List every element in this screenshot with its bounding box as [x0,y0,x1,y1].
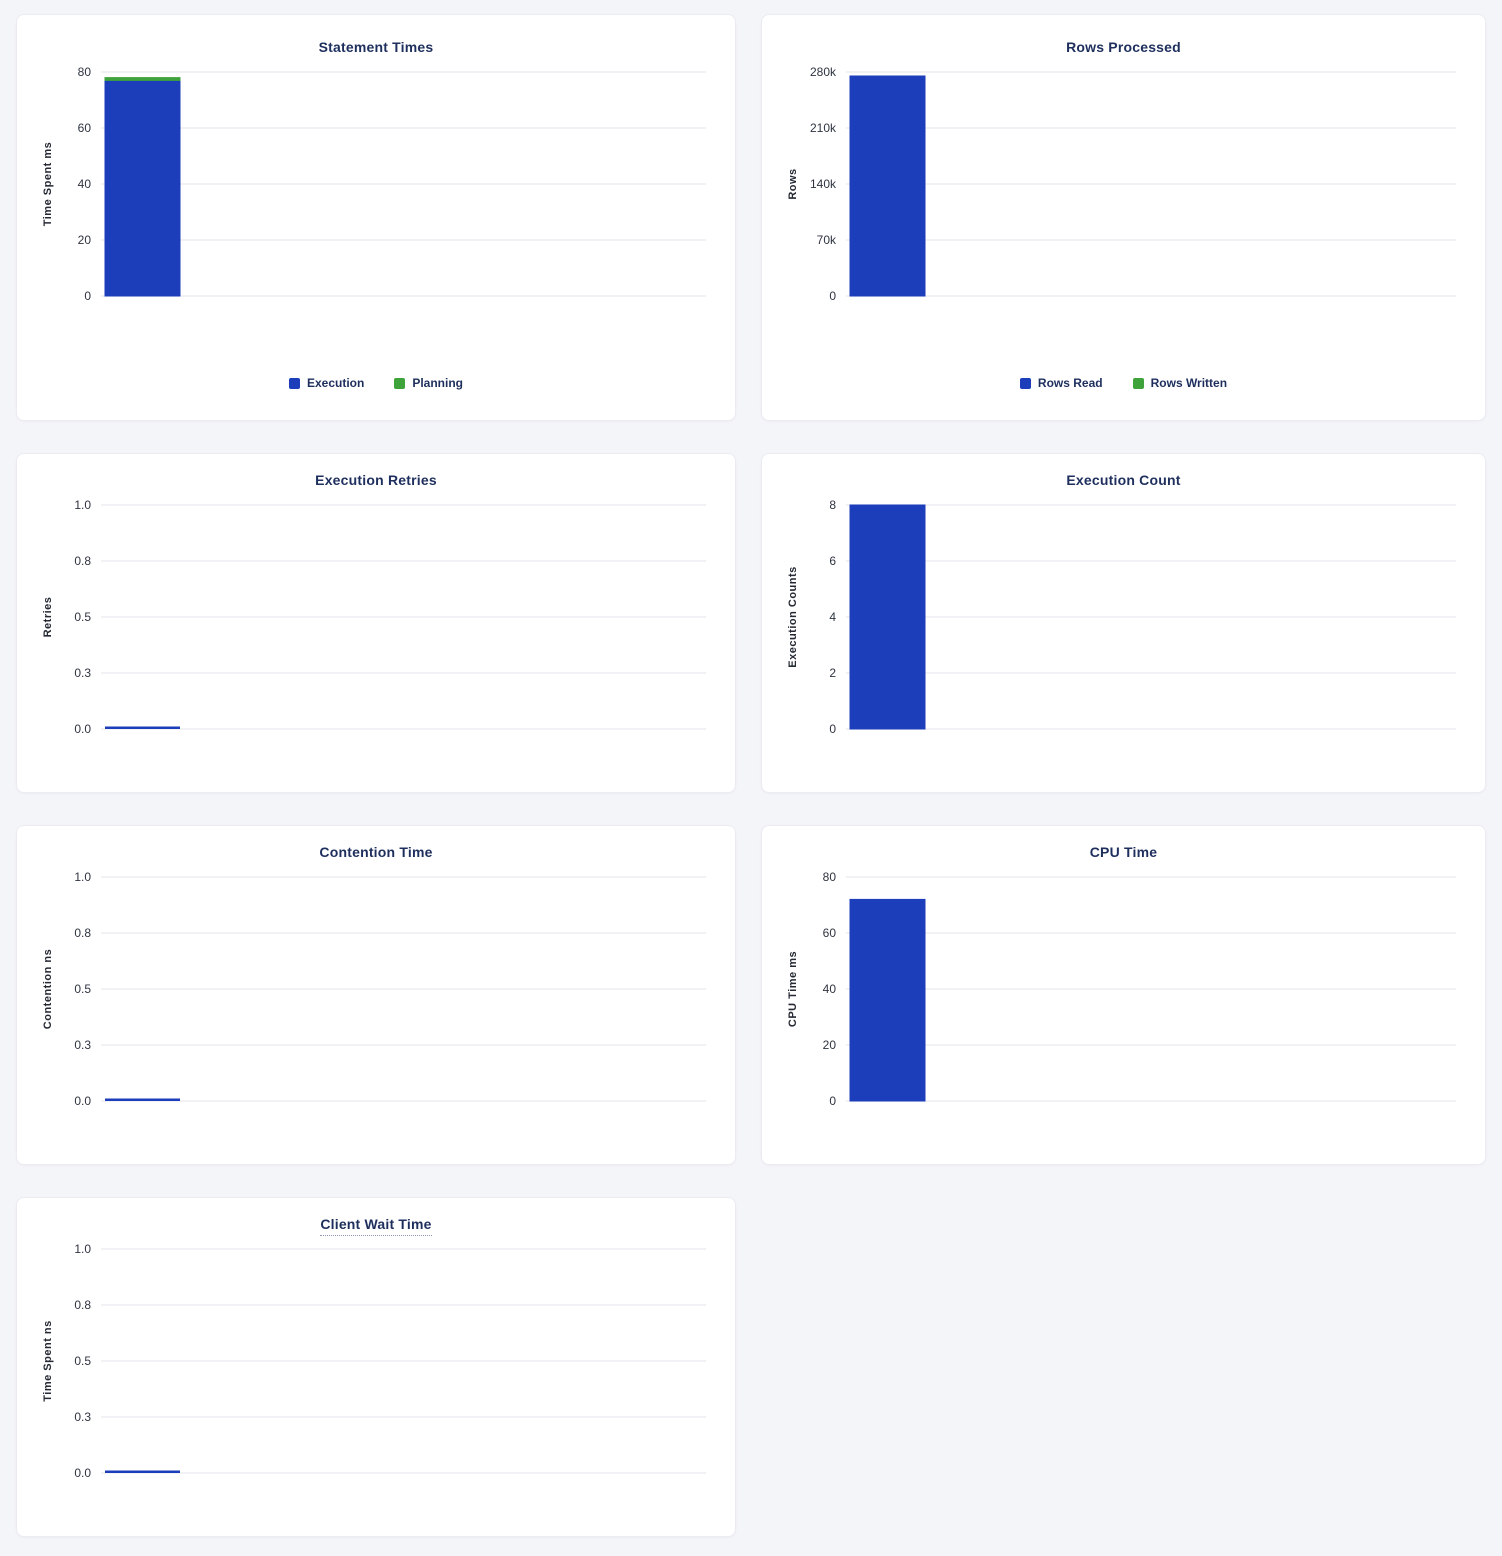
chart-title-text: CPU Time [1089,844,1158,860]
y-axis-tick: 6 [829,554,836,568]
chart-title-rows-processed: Rows Processed [762,39,1485,55]
legend-item-execution: Execution [288,376,365,390]
chart-panel-execution-count: Execution Count 0 2 4 6 8 Execution Counts [761,453,1486,793]
legend-swatch-icon [1019,377,1031,389]
y-axis-tick: 0 [829,1094,836,1108]
y-axis-label: Execution Counts [787,566,799,668]
bar-planning[interactable] [104,77,181,81]
chart-title-text[interactable]: Client Wait Time [320,1216,432,1236]
chart-panel-rows-processed: Rows Processed 0 70k 140k 210k 280k Rows Rows… [761,14,1486,421]
bar-contention-zero[interactable] [105,1098,180,1102]
chart-panel-client-wait-time: Client Wait Time 0.0 0.3 0.5 0.8 1.0 Time Spe… [16,1197,736,1537]
bar-client-wait-zero[interactable] [105,1470,180,1474]
chart-title-text: Execution Retries [315,472,437,488]
y-axis-tick: 80 [78,65,92,79]
y-axis-tick: 140k [810,177,837,191]
legend-swatch-icon [288,377,300,389]
y-axis-tick: 2 [829,666,836,680]
y-axis-tick: 0.3 [74,1410,91,1424]
y-axis-tick: 0.5 [74,1354,91,1368]
y-axis-tick: 0 [84,289,91,303]
y-axis-tick: 60 [78,121,92,135]
y-axis-tick: 0.3 [74,666,91,680]
legend-label: Planning [412,376,464,390]
y-axis-tick: 4 [829,610,836,624]
chart-panel-cpu-time: CPU Time 0 20 40 60 80 CPU Time ms [761,825,1486,1165]
y-axis-tick: 60 [823,926,837,940]
y-axis-label: Time Spent ns [42,1320,54,1401]
y-axis-tick: 40 [78,177,92,191]
chart-title-statement-times: Statement Times [17,39,735,55]
y-axis-tick: 40 [823,982,837,996]
chart-title-text: Contention Time [319,844,433,860]
y-axis-tick: 80 [823,870,837,884]
y-axis-tick: 0.0 [74,722,91,736]
chart-title-contention-time: Contention Time [17,844,735,860]
chart-panel-execution-retries: Execution Retries 0.0 0.3 0.5 0.8 1.0 Retries [16,453,736,793]
chart-panel-statement-times: Statement Times 0 20 40 60 80 Time Spent ms E… [16,14,736,421]
y-axis-tick: 0.8 [74,1298,91,1312]
legend-label: Rows Read [1037,376,1103,390]
y-axis-tick: 70k [817,233,837,247]
execution-count-chart: 0 2 4 6 8 Execution Counts [787,498,1456,736]
legend-swatch-icon [394,377,406,389]
execution-retries-chart: 0.0 0.3 0.5 0.8 1.0 Retries [42,498,706,736]
chart-panel-contention-time: Contention Time 0.0 0.3 0.5 0.8 1.0 Contentio… [16,825,736,1165]
y-axis-tick: 0.5 [74,610,91,624]
bar-execution-count[interactable] [849,504,926,730]
y-axis-label: Contention ns [42,949,54,1029]
bar-cpu-time[interactable] [849,898,926,1102]
chart-legend: Execution Planning [17,376,735,390]
y-axis-tick: 0.5 [74,982,91,996]
chart-title-cpu-time: CPU Time [762,844,1485,860]
chart-title-client-wait-time: Client Wait Time [17,1216,735,1236]
chart-title-execution-retries: Execution Retries [17,472,735,488]
legend-item-rows-written: Rows Written [1132,376,1228,390]
legend-item-planning: Planning [394,376,463,390]
legend-item-rows-read: Rows Read [1019,376,1103,390]
bar-rows-read[interactable] [849,75,926,297]
y-axis-tick: 0.0 [74,1094,91,1108]
y-axis-tick: 1.0 [74,498,91,512]
chart-title-execution-count: Execution Count [762,472,1485,488]
y-axis-tick: 210k [810,121,837,135]
legend-label: Rows Written [1150,376,1228,390]
y-axis-label: Time Spent ms [42,142,54,227]
legend-swatch-icon [1132,377,1144,389]
y-axis-tick: 0.0 [74,1466,91,1480]
chart-title-text: Statement Times [318,39,434,55]
rows-processed-chart: 0 70k 140k 210k 280k Rows [787,65,1456,303]
y-axis-label: CPU Time ms [787,951,799,1027]
y-axis-tick: 0.3 [74,1038,91,1052]
chart-title-text: Rows Processed [1066,39,1181,55]
y-axis-tick: 1.0 [74,1242,91,1256]
y-axis-tick: 0 [829,289,836,303]
chart-title-text: Execution Count [1066,472,1181,488]
empty-grid-cell [761,1197,1486,1537]
y-axis-tick: 8 [829,498,836,512]
y-axis-tick: 0.8 [74,926,91,940]
y-axis-tick: 20 [78,233,92,247]
y-axis-tick: 280k [810,65,837,79]
y-axis-label: Rows [787,168,799,199]
y-axis-tick: 0 [829,722,836,736]
statement-times-chart: 0 20 40 60 80 Time Spent ms [42,65,706,303]
cpu-time-chart: 0 20 40 60 80 CPU Time ms [787,870,1456,1108]
contention-time-chart: 0.0 0.3 0.5 0.8 1.0 Contention ns [42,870,706,1108]
chart-legend: Rows Read Rows Written [762,376,1485,390]
bar-execution[interactable] [104,79,181,297]
y-axis-tick: 0.8 [74,554,91,568]
legend-label: Execution [306,376,365,390]
y-axis-label: Retries [42,597,54,638]
client-wait-time-chart: 0.0 0.3 0.5 0.8 1.0 Time Spent ns [42,1242,706,1480]
bar-retries-zero[interactable] [105,726,180,730]
y-axis-tick: 20 [823,1038,837,1052]
y-axis-tick: 1.0 [74,870,91,884]
